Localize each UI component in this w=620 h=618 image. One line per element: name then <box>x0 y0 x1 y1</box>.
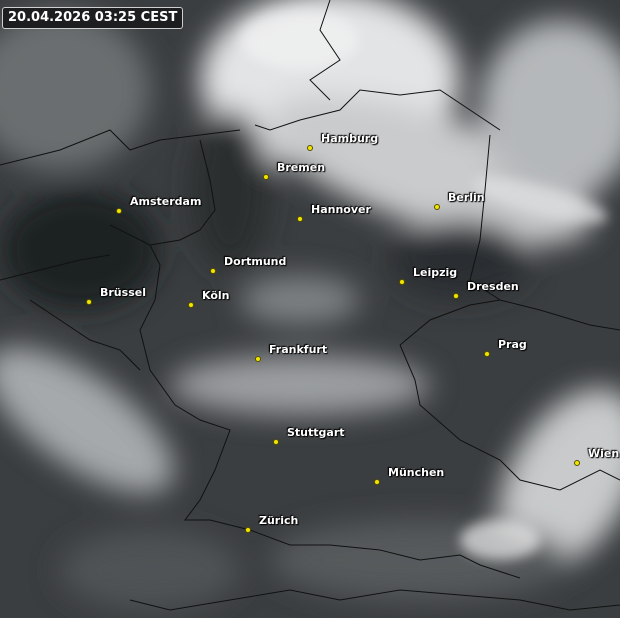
city-label: Dresden <box>467 280 519 293</box>
city-dot-icon <box>210 268 216 274</box>
timestamp-label: 20.04.2026 03:25 CEST <box>2 7 184 29</box>
city-dot-icon <box>484 351 490 357</box>
city-label: Bremen <box>277 161 326 174</box>
city-dot-icon <box>245 527 251 533</box>
city-dot-icon <box>188 302 194 308</box>
city-label: Brüssel <box>100 286 146 299</box>
city-dot-icon <box>307 145 313 151</box>
city-dot-icon <box>255 356 261 362</box>
city-dot-icon <box>263 174 269 180</box>
city-label: Dortmund <box>224 255 287 268</box>
city-dot-icon <box>297 216 303 222</box>
city-label: Amsterdam <box>130 195 202 208</box>
city-label: Wien <box>588 447 620 460</box>
city-dot-icon <box>273 439 279 445</box>
city-label: Zürich <box>259 514 299 527</box>
city-label: Köln <box>202 289 230 302</box>
city-label: Frankfurt <box>269 343 328 356</box>
city-dot-icon <box>86 299 92 305</box>
city-label: Hannover <box>311 203 371 216</box>
city-label: Prag <box>498 338 527 351</box>
city-dot-icon <box>434 204 440 210</box>
city-dot-icon <box>116 208 122 214</box>
city-label: Hamburg <box>321 132 379 145</box>
city-dot-icon <box>399 279 405 285</box>
city-label: Leipzig <box>413 266 458 279</box>
city-dot-icon <box>453 293 459 299</box>
city-label: München <box>388 466 445 479</box>
city-dot-icon <box>574 460 580 466</box>
city-dot-icon <box>374 479 380 485</box>
city-label: Berlin <box>448 191 485 204</box>
city-label: Stuttgart <box>287 426 345 439</box>
